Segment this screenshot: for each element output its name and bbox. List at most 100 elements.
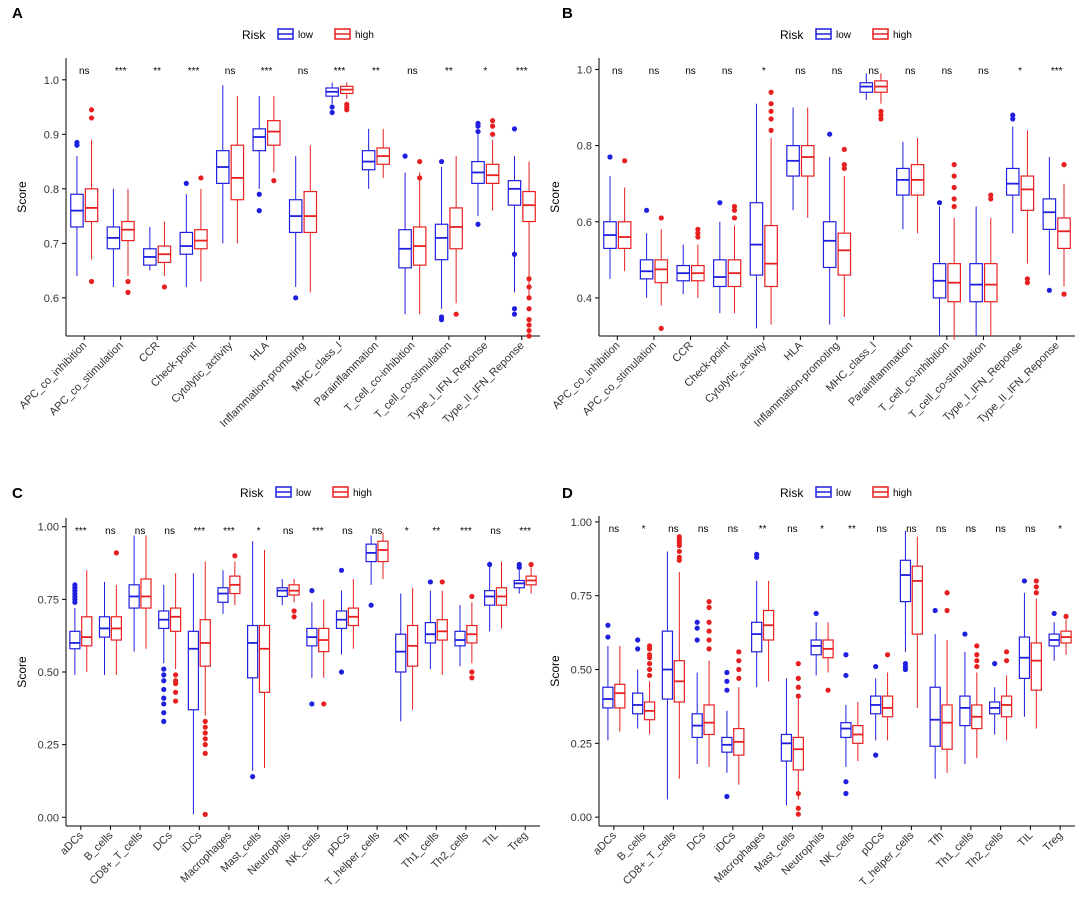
outlier-point xyxy=(321,701,327,707)
box-high xyxy=(121,188,135,295)
outlier-point xyxy=(1003,649,1010,655)
significance-label: ns xyxy=(876,524,887,535)
y-tick-label: 0.6 xyxy=(577,217,592,229)
box-high xyxy=(194,175,208,282)
outlier-point xyxy=(1010,112,1016,118)
outlier-point xyxy=(161,701,167,707)
box-iqr xyxy=(751,621,763,653)
outlier-point xyxy=(125,289,131,295)
box-low xyxy=(434,158,449,323)
significance-label: *** xyxy=(261,66,273,77)
panel-b: B Risk low high 0.4 0.6 0.8 1.0 Score APC_co_inhi… xyxy=(548,5,1075,430)
significance-label: *** xyxy=(75,526,87,537)
y-tick-label: 0.25 xyxy=(38,740,59,752)
significance-label: *** xyxy=(188,66,200,77)
outlier-point xyxy=(605,622,611,628)
box-iqr xyxy=(1000,695,1013,718)
box-low xyxy=(143,226,157,271)
outlier-point xyxy=(936,200,943,206)
box-iqr xyxy=(485,163,500,184)
panel-a: A Risk low high 0.6 0.7 0.8 0.9 1.0 Score APC_co_i… xyxy=(12,5,540,430)
outlier-point xyxy=(974,663,980,670)
significance-label: ns xyxy=(1025,524,1036,535)
box-iqr xyxy=(661,630,674,700)
x-tick-label: DCs xyxy=(685,829,709,853)
box-high xyxy=(822,622,834,693)
box-low xyxy=(1005,112,1020,234)
box-low xyxy=(335,567,348,675)
outlier-point xyxy=(469,593,475,600)
y-tick-label: 1.0 xyxy=(577,64,592,76)
outlier-point xyxy=(293,295,299,301)
box-low xyxy=(70,139,84,277)
outlier-point xyxy=(795,675,801,681)
y-tick-label: 0.8 xyxy=(44,184,59,196)
box-low xyxy=(158,584,170,724)
outlier-point xyxy=(658,215,664,221)
outlier-point xyxy=(622,158,628,164)
outlier-point xyxy=(161,718,167,724)
outlier-point xyxy=(706,628,712,634)
box-high xyxy=(910,137,925,234)
panel-letter: A xyxy=(12,5,23,22)
box-iqr xyxy=(267,120,281,146)
outlier-point xyxy=(338,669,345,675)
outlier-point xyxy=(202,724,208,730)
box-iqr xyxy=(98,616,111,638)
x-tick-label: T_cell_co-inhibition xyxy=(342,340,417,415)
box-low xyxy=(786,107,800,211)
box-iqr xyxy=(899,559,912,603)
outlier-point xyxy=(202,718,208,724)
box-low xyxy=(989,661,1001,735)
outlier-point xyxy=(417,158,423,165)
significance-label: ns xyxy=(936,524,947,535)
x-tick-label: iDCs xyxy=(713,829,739,855)
outlier-point xyxy=(526,317,532,323)
box-high xyxy=(1057,162,1071,297)
significance-label: ** xyxy=(372,66,380,77)
y-tick-label: 0.00 xyxy=(38,812,59,824)
y-tick-label: 0.00 xyxy=(571,812,592,824)
box-low xyxy=(721,669,733,800)
box-high xyxy=(852,702,864,762)
significance-label: * xyxy=(257,526,261,537)
box-high xyxy=(81,570,93,672)
box-iqr xyxy=(881,695,894,718)
outlier-point xyxy=(368,602,374,608)
outlier-point xyxy=(676,548,682,555)
box-low xyxy=(454,605,466,667)
box-high xyxy=(614,645,626,732)
box-high xyxy=(733,649,745,785)
outlier-point xyxy=(768,108,774,114)
outlier-point xyxy=(795,805,801,811)
box-iqr xyxy=(703,704,715,736)
outlier-point xyxy=(962,631,968,637)
outlier-point xyxy=(635,637,641,643)
outlier-point xyxy=(988,192,994,198)
box-low xyxy=(713,200,727,314)
box-iqr xyxy=(252,128,267,152)
x-tick-label: T_cell_co-inhibition xyxy=(877,340,952,415)
box-high xyxy=(837,146,852,317)
box-high xyxy=(230,96,245,244)
box-high xyxy=(140,535,152,649)
box-low xyxy=(676,244,691,295)
outlier-point xyxy=(724,669,730,676)
legend-title: Risk xyxy=(780,486,804,500)
box-low xyxy=(1048,610,1060,661)
box-iqr xyxy=(361,150,376,171)
y-tick-label: 0.75 xyxy=(571,591,592,603)
significance-label: *** xyxy=(460,526,472,537)
box-high xyxy=(654,215,669,331)
outlier-point xyxy=(841,146,847,152)
x-tick-label: Tfh xyxy=(927,830,947,850)
outlier-point xyxy=(695,226,701,232)
box-low xyxy=(1042,157,1057,293)
outlier-point xyxy=(736,675,742,681)
outlier-point xyxy=(736,666,742,673)
outlier-point xyxy=(724,687,730,693)
outlier-point xyxy=(873,752,879,758)
outlier-point xyxy=(717,200,723,206)
significance-label: ns xyxy=(795,66,806,77)
box-high xyxy=(673,534,685,779)
